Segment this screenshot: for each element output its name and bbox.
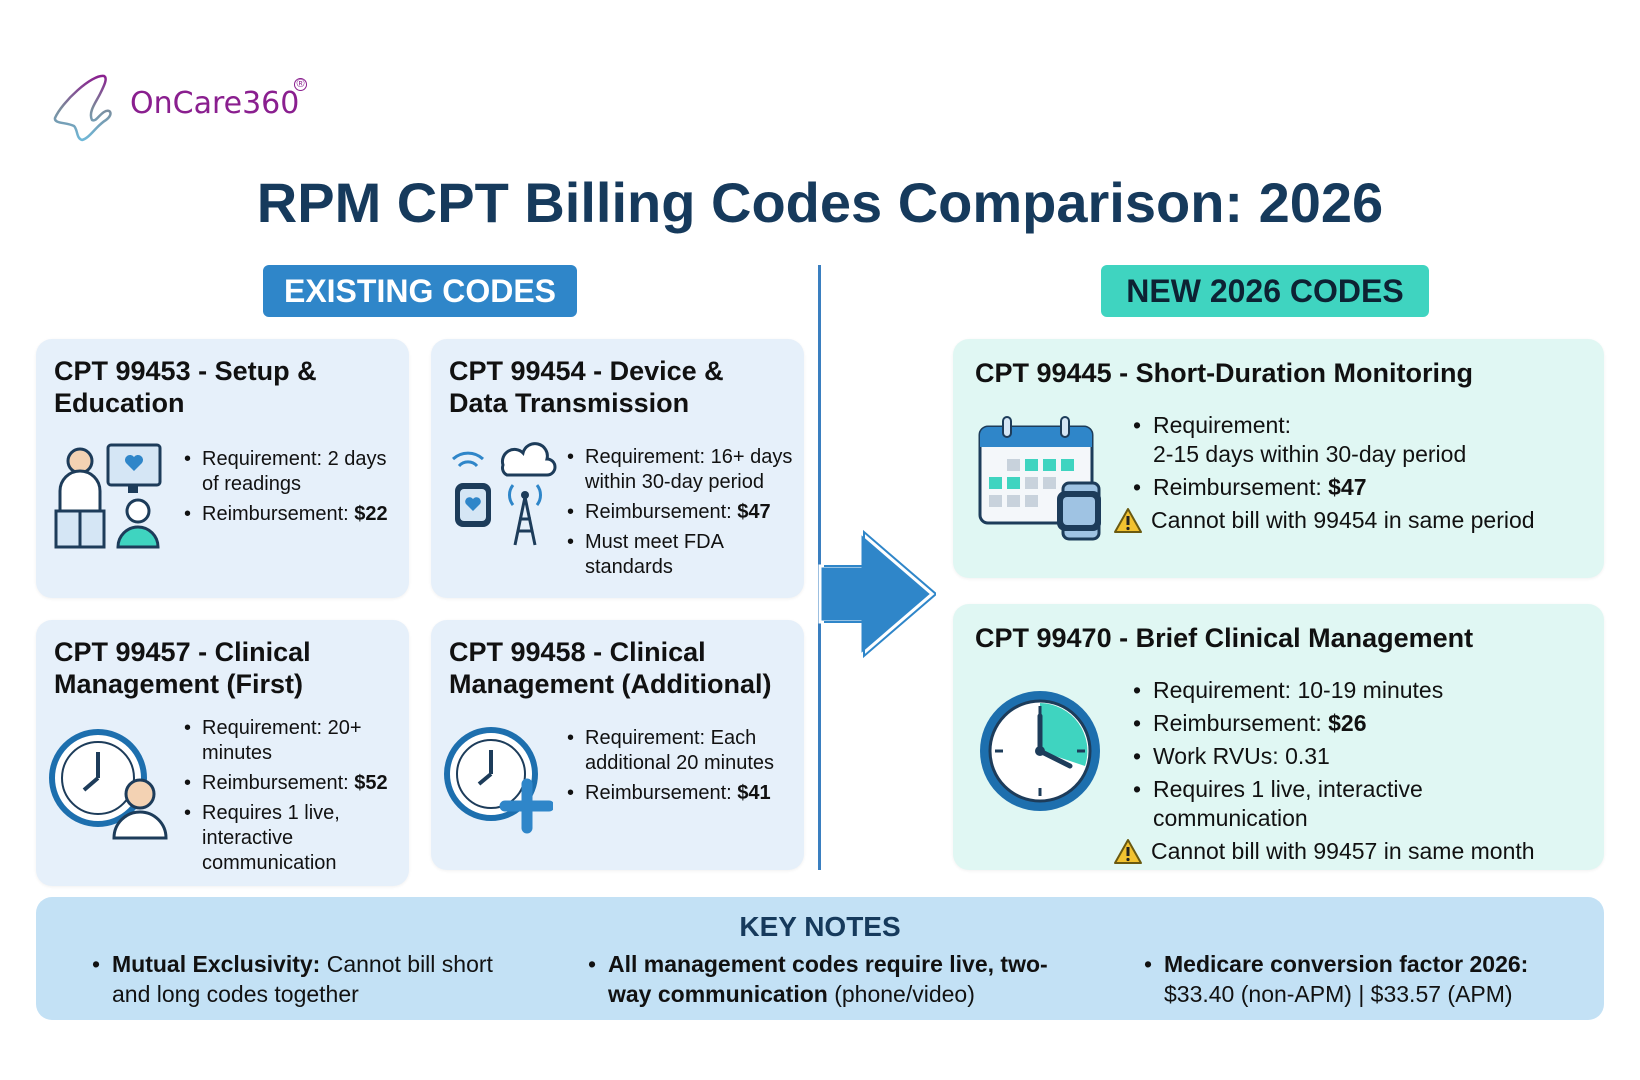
bullet-reimbursement: Reimbursement: $52: [184, 771, 409, 796]
bullet-requirement: Requirement: 2-15 days within 30-day per…: [1133, 411, 1573, 469]
warning-icon: [1114, 839, 1142, 864]
logo-mark-icon: [53, 74, 112, 142]
card-title: CPT 99470 - Brief Clinical Management: [975, 623, 1474, 653]
bullet-requirement: Requirement: 2 days of readings: [184, 447, 404, 497]
calendar-watch-icon: [978, 416, 1101, 541]
card-title: CPT 99458 - Clinical Management (Additio…: [449, 637, 772, 699]
new-codes-badge: NEW 2026 CODES: [1101, 265, 1429, 317]
key-note-conversion-factor: Medicare conversion factor 2026: $33.40 …: [1144, 949, 1584, 1009]
bullet-reimbursement: Reimbursement: $26: [1133, 709, 1583, 738]
bullet-requirement: Requirement: 10-19 minutes: [1133, 676, 1583, 705]
bullet-requirement: Requirement: Each additional 20 minutes: [567, 726, 797, 776]
bullet-requirement: Requirement: 16+ days within 30-day peri…: [567, 445, 797, 495]
bullet-work-rvus: Work RVUs: 0.31: [1133, 742, 1583, 771]
clock-plus-icon: [444, 727, 553, 834]
card-title: CPT 99453 - Setup & Education: [54, 356, 317, 418]
card-cpt-99470: CPT 99470 - Brief Clinical Management Re…: [953, 604, 1604, 870]
card-title: CPT 99445 - Short-Duration Monitoring: [975, 358, 1474, 388]
bullet-reimbursement: Reimbursement: $47: [567, 500, 797, 525]
oncare360-logo: OnCare360 ®: [52, 72, 312, 144]
key-note-mutual-exclusivity: Mutual Exclusivity: Cannot bill short an…: [92, 949, 512, 1009]
arrow-right-icon: [818, 528, 936, 660]
registered-mark: ®: [294, 78, 307, 91]
card-cpt-99458: CPT 99458 - Clinical Management (Additio…: [431, 620, 804, 870]
card-cpt-99445: CPT 99445 - Short-Duration Monitoring Re…: [953, 339, 1604, 578]
clock-icon: [980, 691, 1100, 811]
clock-clinician-icon: [49, 729, 168, 840]
brand-name: OnCare360: [130, 86, 300, 121]
device-transmission-icon: [451, 442, 557, 546]
bullet-reimbursement: Reimbursement: $47: [1133, 473, 1573, 502]
bullet-reimbursement: Reimbursement: $41: [567, 781, 797, 806]
bullet-live-communication: Requires 1 live, interactive communicati…: [184, 801, 409, 876]
card-cpt-99454: CPT 99454 - Device & Data Transmission R…: [431, 339, 804, 598]
card-title: CPT 99457 - Clinical Management (First): [54, 637, 311, 699]
doctor-education-icon: [54, 443, 162, 549]
existing-codes-badge: EXISTING CODES: [263, 265, 577, 317]
warning-note: Cannot bill with 99454 in same period: [1113, 506, 1553, 535]
bullet-reimbursement: Reimbursement: $22: [184, 502, 404, 527]
card-title: CPT 99454 - Device & Data Transmission: [449, 356, 724, 418]
warning-icon: [1114, 508, 1142, 533]
key-note-live-communication: All management codes require live, two-w…: [588, 949, 1048, 1009]
bullet-requirement: Requirement: 20+ minutes: [184, 716, 409, 766]
bullet-live-communication: Requires 1 live, interactive communicati…: [1133, 775, 1583, 833]
bullet-fda: Must meet FDA standards: [567, 530, 797, 580]
key-notes-panel: KEY NOTES Mutual Exclusivity: Cannot bil…: [36, 897, 1604, 1020]
card-cpt-99457: CPT 99457 - Clinical Management (First) …: [36, 620, 409, 886]
key-notes-title: KEY NOTES: [739, 911, 901, 942]
page-title: RPM CPT Billing Codes Comparison: 2026: [256, 171, 1384, 234]
warning-note: Cannot bill with 99457 in same month: [1113, 837, 1563, 866]
card-cpt-99453: CPT 99453 - Setup & Education Requiremen…: [36, 339, 409, 598]
